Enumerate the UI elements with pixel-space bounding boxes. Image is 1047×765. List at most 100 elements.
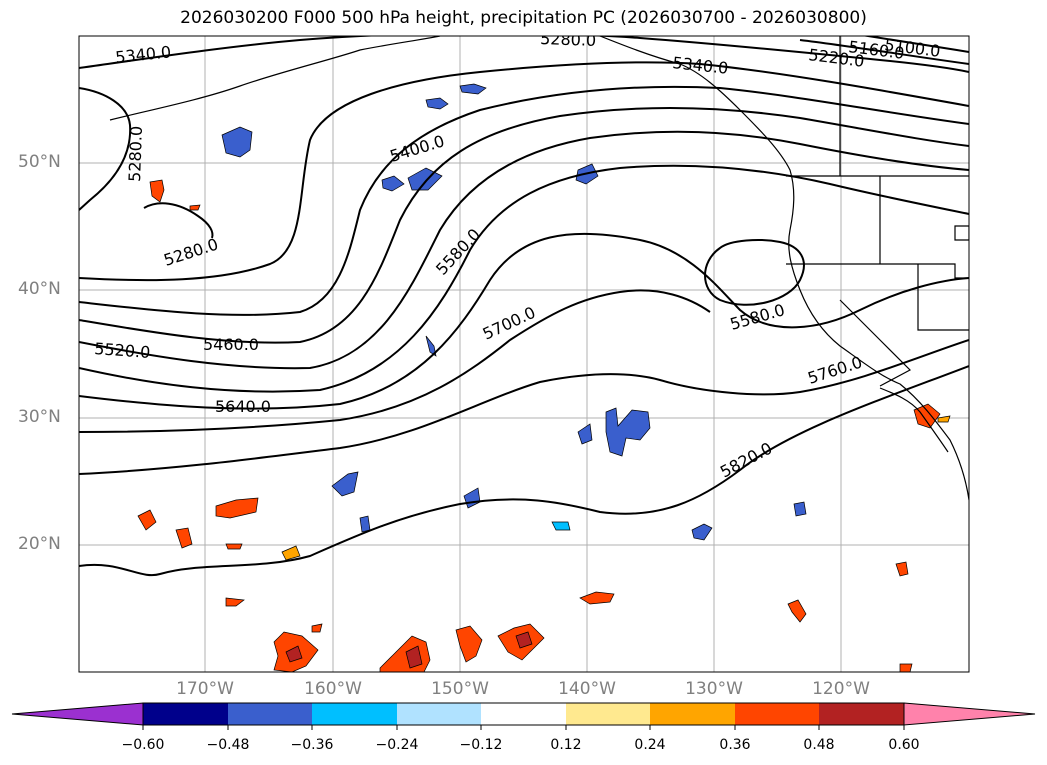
colorbar-bin — [819, 703, 904, 725]
colorbar-bin — [397, 703, 481, 725]
lon-label-130w: 130°W — [685, 679, 743, 699]
precip-blob — [149, 179, 165, 203]
colorbar-bin — [228, 703, 312, 725]
colorbar-tick-label: −0.36 — [290, 737, 334, 753]
lon-label-120w: 120°W — [812, 679, 870, 699]
colorbar-tick-label: 0.48 — [803, 737, 835, 753]
coastline — [879, 387, 949, 453]
colorbar-tick-label: 0.60 — [888, 737, 920, 753]
precip-blob — [455, 625, 483, 663]
precip-blob — [379, 635, 431, 672]
colorbar-tick-label: 0.36 — [719, 737, 751, 753]
contour-line — [79, 61, 969, 282]
precip-blob — [407, 167, 443, 191]
contour-line — [79, 339, 969, 475]
precip-blob — [605, 407, 651, 457]
precip-blob — [281, 545, 301, 561]
contour-line — [79, 164, 969, 393]
precip-blob — [425, 97, 449, 110]
precip-blob — [137, 509, 157, 531]
precip-blob — [311, 623, 323, 633]
contour-line — [143, 202, 214, 239]
contour-line — [79, 36, 969, 73]
precip-blob — [577, 423, 593, 445]
coastline — [786, 263, 969, 279]
colorbar-bin — [650, 703, 735, 725]
colorbar-frame — [142, 702, 905, 726]
coastlines — [109, 36, 969, 501]
colorbar-extend-left — [11, 702, 144, 726]
graticule — [79, 36, 969, 672]
contour-label-5400: 5400.0 — [388, 131, 447, 166]
colorbar-bin — [481, 703, 566, 725]
contour-label-5700: 5700.0 — [480, 303, 539, 344]
lat-label-30n: 30°N — [18, 407, 61, 427]
contour-label-5820: 5820.0 — [717, 438, 775, 481]
contour-label-5760: 5760.0 — [805, 352, 864, 387]
contour-label-5520: 5520.0 — [94, 339, 151, 362]
contour-line — [79, 130, 969, 370]
lon-label-170w: 170°W — [176, 679, 234, 699]
lon-label-150w: 150°W — [431, 679, 489, 699]
precip-blob — [691, 523, 713, 541]
colorbar-bin — [143, 703, 228, 725]
colorbar-extend-right — [903, 702, 1036, 726]
colorbar-ticks — [142, 725, 905, 730]
contour-label-5340-east: 5340.0 — [672, 53, 730, 78]
contour-line — [79, 365, 969, 577]
lat-label-20n: 20°N — [18, 534, 61, 554]
contour-line — [79, 106, 969, 344]
colorbar-bin — [312, 703, 397, 725]
colorbar-tick-label: 0.12 — [550, 737, 582, 753]
contour-label-5280-left: 5280.0 — [125, 126, 146, 183]
coastline — [839, 299, 911, 387]
contour-line — [79, 289, 711, 433]
coastline — [917, 264, 969, 331]
precip-blob — [189, 204, 201, 211]
precip-blob — [405, 645, 423, 669]
colorbar-tick-label: −0.24 — [375, 737, 419, 753]
precip-blob — [459, 83, 487, 95]
precip-blob — [285, 645, 303, 663]
precip-blob — [425, 335, 437, 357]
precip-blob — [899, 663, 913, 672]
precip-blob — [895, 561, 909, 577]
precip-blob — [225, 543, 243, 550]
precip-blob — [225, 597, 245, 607]
contour-line — [79, 232, 969, 410]
contour-label-5280-top: 5280.0 — [540, 29, 597, 50]
contour-label-5460: 5460.0 — [203, 335, 259, 354]
contour-line — [79, 87, 132, 211]
precip-blob — [551, 521, 571, 531]
chart-title: 2026030200 F000 500 hPa height, precipit… — [180, 8, 867, 28]
precip-blob — [913, 403, 941, 429]
lon-label-140w: 140°W — [558, 679, 616, 699]
precip-blob — [359, 515, 371, 533]
precip-blob — [221, 126, 253, 158]
precip-blob — [175, 527, 193, 549]
precip-blob — [331, 471, 359, 497]
coastline — [599, 36, 969, 501]
precip-blob — [787, 599, 807, 623]
precip-blob — [937, 415, 951, 423]
colorbar-tick-label: −0.48 — [206, 737, 250, 753]
colorbar-bin — [735, 703, 819, 725]
colorbar — [11, 702, 1036, 730]
contour-line — [799, 39, 969, 65]
colorbar-tick-label: −0.12 — [459, 737, 503, 753]
contour-label-5280-low: 5280.0 — [161, 234, 220, 269]
precip-positive — [137, 179, 951, 672]
precip-blob — [515, 631, 533, 649]
contour-label-5340-west: 5340.0 — [114, 42, 172, 67]
contour-label-5640: 5640.0 — [215, 397, 271, 416]
lon-label-160w: 160°W — [304, 679, 362, 699]
coastline — [954, 225, 969, 241]
lat-label-50n: 50°N — [18, 152, 61, 172]
map-frame — [78, 35, 970, 673]
contour-line — [862, 36, 969, 53]
height-contours — [79, 36, 969, 577]
precip-blob — [381, 175, 405, 192]
colorbar-bin — [566, 703, 650, 725]
contour-labels: 5340.0 5280.0 5280.0 5280.0 5340.0 5220.… — [94, 29, 942, 482]
